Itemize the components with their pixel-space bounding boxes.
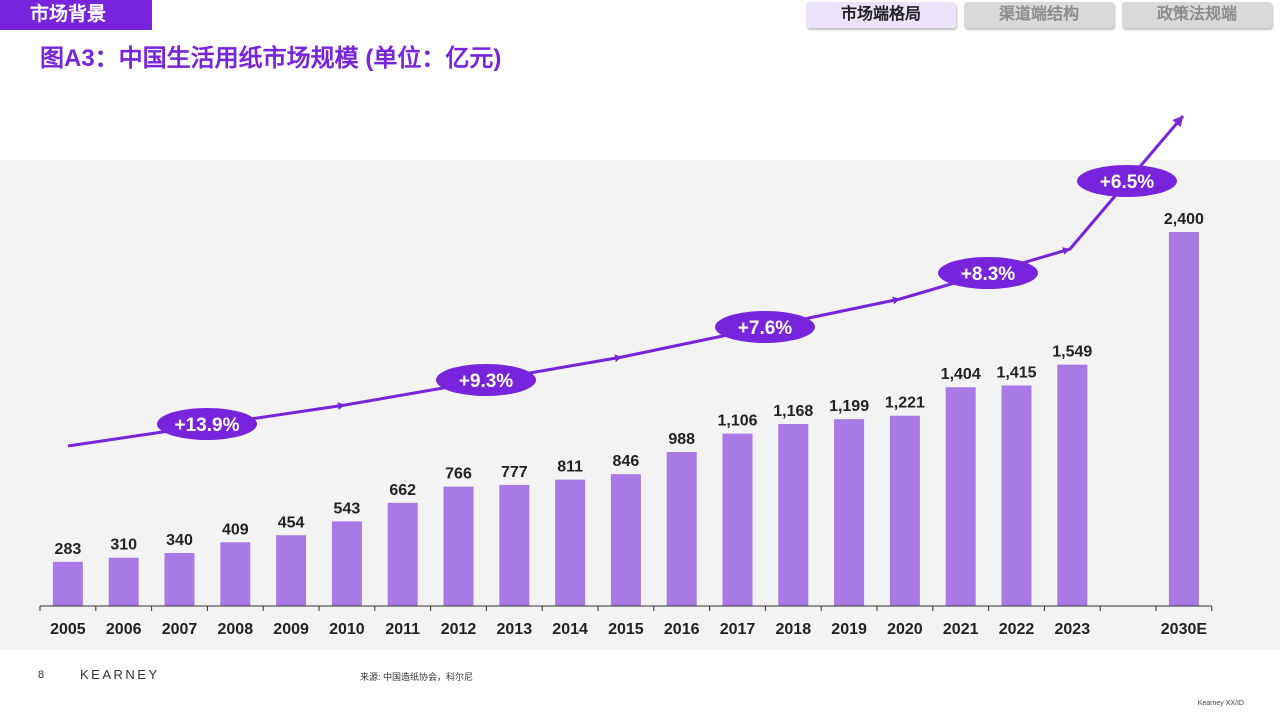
x-tick-label-2011: 2011 <box>385 621 420 638</box>
x-tick-label-2023: 2023 <box>1055 621 1091 638</box>
bar-2008 <box>220 542 251 606</box>
cagr-label-4: +8.3% <box>961 264 1016 285</box>
value-label-2010: 543 <box>334 500 361 517</box>
bar-2005 <box>52 561 83 606</box>
value-label-2011: 662 <box>389 482 416 499</box>
value-label-2023: 1,549 <box>1052 344 1092 361</box>
bar-2015 <box>610 474 641 606</box>
value-label-2009: 454 <box>278 514 305 531</box>
value-label-2019: 1,199 <box>829 398 869 415</box>
value-label-2013: 777 <box>501 464 528 481</box>
bar-2014 <box>555 479 586 606</box>
value-label-2022: 1,415 <box>996 364 1036 381</box>
x-tick-label-2018: 2018 <box>776 621 812 638</box>
bar-2017 <box>722 433 753 606</box>
bar-2018 <box>778 423 809 606</box>
bar-2023 <box>1057 364 1088 606</box>
trend-segment-marker <box>892 296 900 305</box>
value-label-2017: 1,106 <box>717 413 757 430</box>
x-tick-label-2030E: 2030E <box>1161 621 1208 638</box>
cagr-label-5: +6.5% <box>1100 172 1155 193</box>
value-label-2005: 283 <box>55 541 82 558</box>
value-label-2030E: 2,400 <box>1164 211 1204 228</box>
x-tick-label-2021: 2021 <box>943 621 979 638</box>
page-title: 图A3：中国生活用纸市场规模 (单位：亿元) <box>40 45 502 72</box>
nav-tabs: 市场端格局 渠道端结构 政策法规端 <box>806 2 1272 28</box>
x-tick-label-2006: 2006 <box>106 621 142 638</box>
cagr-badge-3 <box>715 311 815 343</box>
bar-2016 <box>666 452 697 606</box>
cagr-badge-5 <box>1077 165 1177 197</box>
x-tick-label-2013: 2013 <box>497 621 533 638</box>
x-tick-label-2019: 2019 <box>831 621 867 638</box>
x-tick-label-2020: 2020 <box>887 621 923 638</box>
source-note: 来源: 中国造纸协会，科尔尼 <box>360 672 474 682</box>
cagr-label-2: +9.3% <box>459 371 514 392</box>
x-tick-label-2005: 2005 <box>50 621 86 638</box>
value-label-2016: 988 <box>668 431 695 448</box>
bar-2030E <box>1168 232 1199 606</box>
cagr-badge-1 <box>157 408 257 440</box>
x-tick-label-2008: 2008 <box>218 621 254 638</box>
cagr-badge-4 <box>938 257 1038 289</box>
x-tick-label-2014: 2014 <box>552 621 588 638</box>
trend-segment-marker <box>337 402 345 410</box>
value-label-2014: 811 <box>557 459 583 476</box>
trend-arrowhead <box>1172 116 1183 128</box>
x-tick-label-2017: 2017 <box>720 621 756 638</box>
x-tick-label-2009: 2009 <box>273 621 309 638</box>
bar-2009 <box>276 535 307 606</box>
bar-2012 <box>443 486 474 606</box>
page-number: 8 <box>38 669 45 681</box>
x-tick-label-2015: 2015 <box>608 621 644 638</box>
x-tick-label-2007: 2007 <box>162 621 198 638</box>
bar-2007 <box>164 553 195 606</box>
trend-segment-marker <box>1062 247 1070 255</box>
bar-2013 <box>499 484 530 606</box>
value-label-2020: 1,221 <box>885 395 925 412</box>
value-label-2007: 340 <box>166 532 193 549</box>
cagr-badge-2 <box>436 364 536 396</box>
section-tag: 市场背景 <box>0 0 152 30</box>
bar-2021 <box>945 387 976 606</box>
value-label-2006: 310 <box>110 537 137 554</box>
bar-2019 <box>834 419 865 606</box>
x-tick-label-2022: 2022 <box>999 621 1035 638</box>
tab-policy-regulation[interactable]: 政策法规端 <box>1122 2 1272 28</box>
value-label-2008: 409 <box>222 521 249 538</box>
trend-segment-marker <box>614 354 622 362</box>
bar-2006 <box>108 557 139 606</box>
value-label-2012: 766 <box>445 466 472 483</box>
tab-market-structure[interactable]: 市场端格局 <box>806 2 956 28</box>
cagr-label-1: +13.9% <box>175 415 240 436</box>
bar-2010 <box>331 521 362 606</box>
value-label-2021: 1,404 <box>941 366 981 383</box>
bar-2011 <box>387 502 418 606</box>
doc-id: Kearney XX/ID <box>1197 700 1244 707</box>
value-label-2015: 846 <box>613 453 640 470</box>
tab-channel-structure[interactable]: 渠道端结构 <box>964 2 1114 28</box>
x-tick-label-2012: 2012 <box>441 621 477 638</box>
value-label-2018: 1,168 <box>773 403 813 420</box>
brand-logo: KEARNEY <box>80 667 160 682</box>
x-tick-label-2016: 2016 <box>664 621 700 638</box>
bar-2022 <box>1001 385 1032 606</box>
x-tick-label-2010: 2010 <box>329 621 365 638</box>
cagr-label-3: +7.6% <box>738 318 793 339</box>
bar-2020 <box>889 415 920 606</box>
